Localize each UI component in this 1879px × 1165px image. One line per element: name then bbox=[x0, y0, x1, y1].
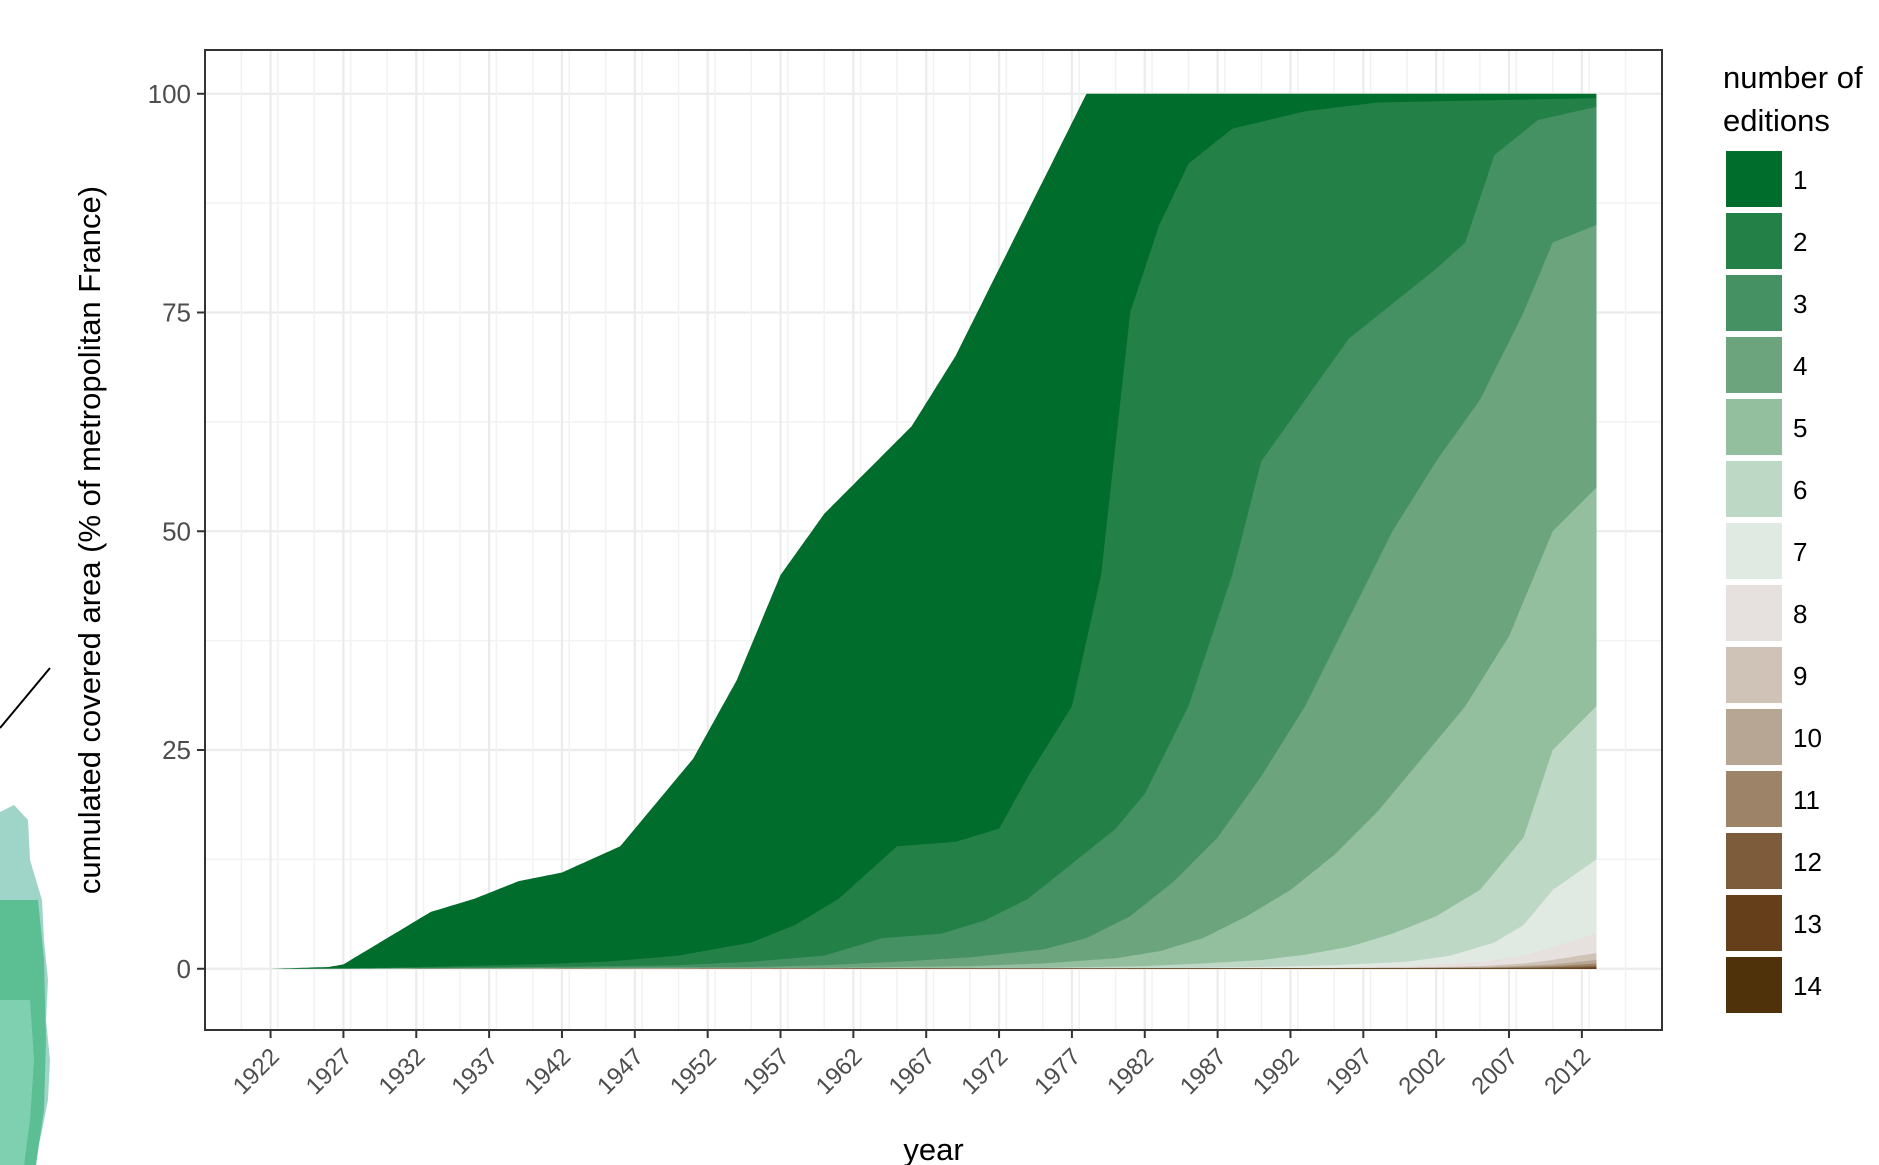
legend-label: 2 bbox=[1793, 227, 1807, 257]
y-tick-label: 25 bbox=[162, 735, 191, 765]
x-tick-label: 1997 bbox=[1321, 1043, 1378, 1100]
x-tick-label: 1987 bbox=[1175, 1043, 1232, 1100]
legend-label: 8 bbox=[1793, 599, 1807, 629]
area-editions-13 bbox=[270, 967, 1597, 969]
legend-label: 7 bbox=[1793, 537, 1807, 567]
area-editions-12 bbox=[270, 966, 1597, 969]
legend-title-line-1: number of bbox=[1723, 60, 1863, 95]
legend-label: 5 bbox=[1793, 413, 1807, 443]
legend-label: 13 bbox=[1793, 909, 1822, 939]
x-tick-label: 2002 bbox=[1394, 1043, 1451, 1100]
legend-key-13 bbox=[1724, 893, 1784, 953]
x-tick-label: 1927 bbox=[301, 1043, 358, 1100]
legend-key-8 bbox=[1724, 583, 1784, 643]
x-tick-label: 1957 bbox=[738, 1043, 795, 1100]
legend-label: 12 bbox=[1793, 847, 1822, 877]
legend-label: 4 bbox=[1793, 351, 1807, 381]
legend-key-7 bbox=[1724, 521, 1784, 581]
legend-title-line-2: editions bbox=[1723, 103, 1830, 138]
legend-label: 1 bbox=[1793, 165, 1807, 195]
x-tick-label: 1992 bbox=[1248, 1043, 1305, 1100]
x-tick-label: 1952 bbox=[665, 1043, 722, 1100]
y-tick-label: 75 bbox=[162, 298, 191, 328]
legend-label: 10 bbox=[1793, 723, 1822, 753]
y-tick-label: 100 bbox=[148, 79, 191, 109]
legend-key-4 bbox=[1724, 335, 1784, 395]
legend-label: 3 bbox=[1793, 289, 1807, 319]
legend-key-5 bbox=[1724, 397, 1784, 457]
legend-key-11 bbox=[1724, 769, 1784, 829]
x-tick-label: 1962 bbox=[811, 1043, 868, 1100]
x-tick-label: 1937 bbox=[447, 1043, 504, 1100]
y-tick-label: 0 bbox=[177, 954, 191, 984]
legend-key-10 bbox=[1724, 707, 1784, 767]
area-editions-4 bbox=[270, 225, 1597, 969]
area-editions-7 bbox=[270, 859, 1597, 969]
legend-key-14 bbox=[1724, 955, 1784, 1015]
area-editions-14 bbox=[270, 968, 1597, 969]
legend-key-2 bbox=[1724, 211, 1784, 271]
x-tick-label: 2007 bbox=[1466, 1043, 1523, 1100]
stacked-areas bbox=[270, 93, 1597, 969]
map-fragment-image bbox=[0, 667, 51, 1165]
x-tick-label: 1947 bbox=[592, 1043, 649, 1100]
y-axis-title: cumulated covered area (% of metropolita… bbox=[72, 186, 107, 894]
area-editions-9 bbox=[270, 953, 1597, 969]
legend-key-1 bbox=[1724, 149, 1784, 209]
x-tick-label: 2012 bbox=[1539, 1043, 1596, 1100]
legend-key-9 bbox=[1724, 645, 1784, 705]
x-tick-label: 1972 bbox=[956, 1043, 1013, 1100]
x-tick-label: 1932 bbox=[374, 1043, 431, 1100]
x-tick-label: 1967 bbox=[884, 1043, 941, 1100]
area-editions-3 bbox=[270, 106, 1597, 969]
legend-label: 14 bbox=[1793, 971, 1822, 1001]
x-tick-label: 1922 bbox=[228, 1043, 285, 1100]
x-axis-title: year bbox=[903, 1132, 963, 1165]
area-editions-8 bbox=[270, 933, 1597, 969]
x-tick-label: 1982 bbox=[1102, 1043, 1159, 1100]
legend-label: 6 bbox=[1793, 475, 1807, 505]
y-tick-label: 50 bbox=[162, 516, 191, 546]
legend-key-3 bbox=[1724, 273, 1784, 333]
legend-key-6 bbox=[1724, 459, 1784, 519]
legend-label: 9 bbox=[1793, 661, 1807, 691]
x-tick-label: 1977 bbox=[1029, 1043, 1086, 1100]
plot-border bbox=[204, 49, 1663, 1031]
legend-key-12 bbox=[1724, 831, 1784, 891]
x-tick-label: 1942 bbox=[519, 1043, 576, 1100]
area-editions-6 bbox=[270, 706, 1597, 969]
legend-label: 11 bbox=[1793, 785, 1820, 815]
